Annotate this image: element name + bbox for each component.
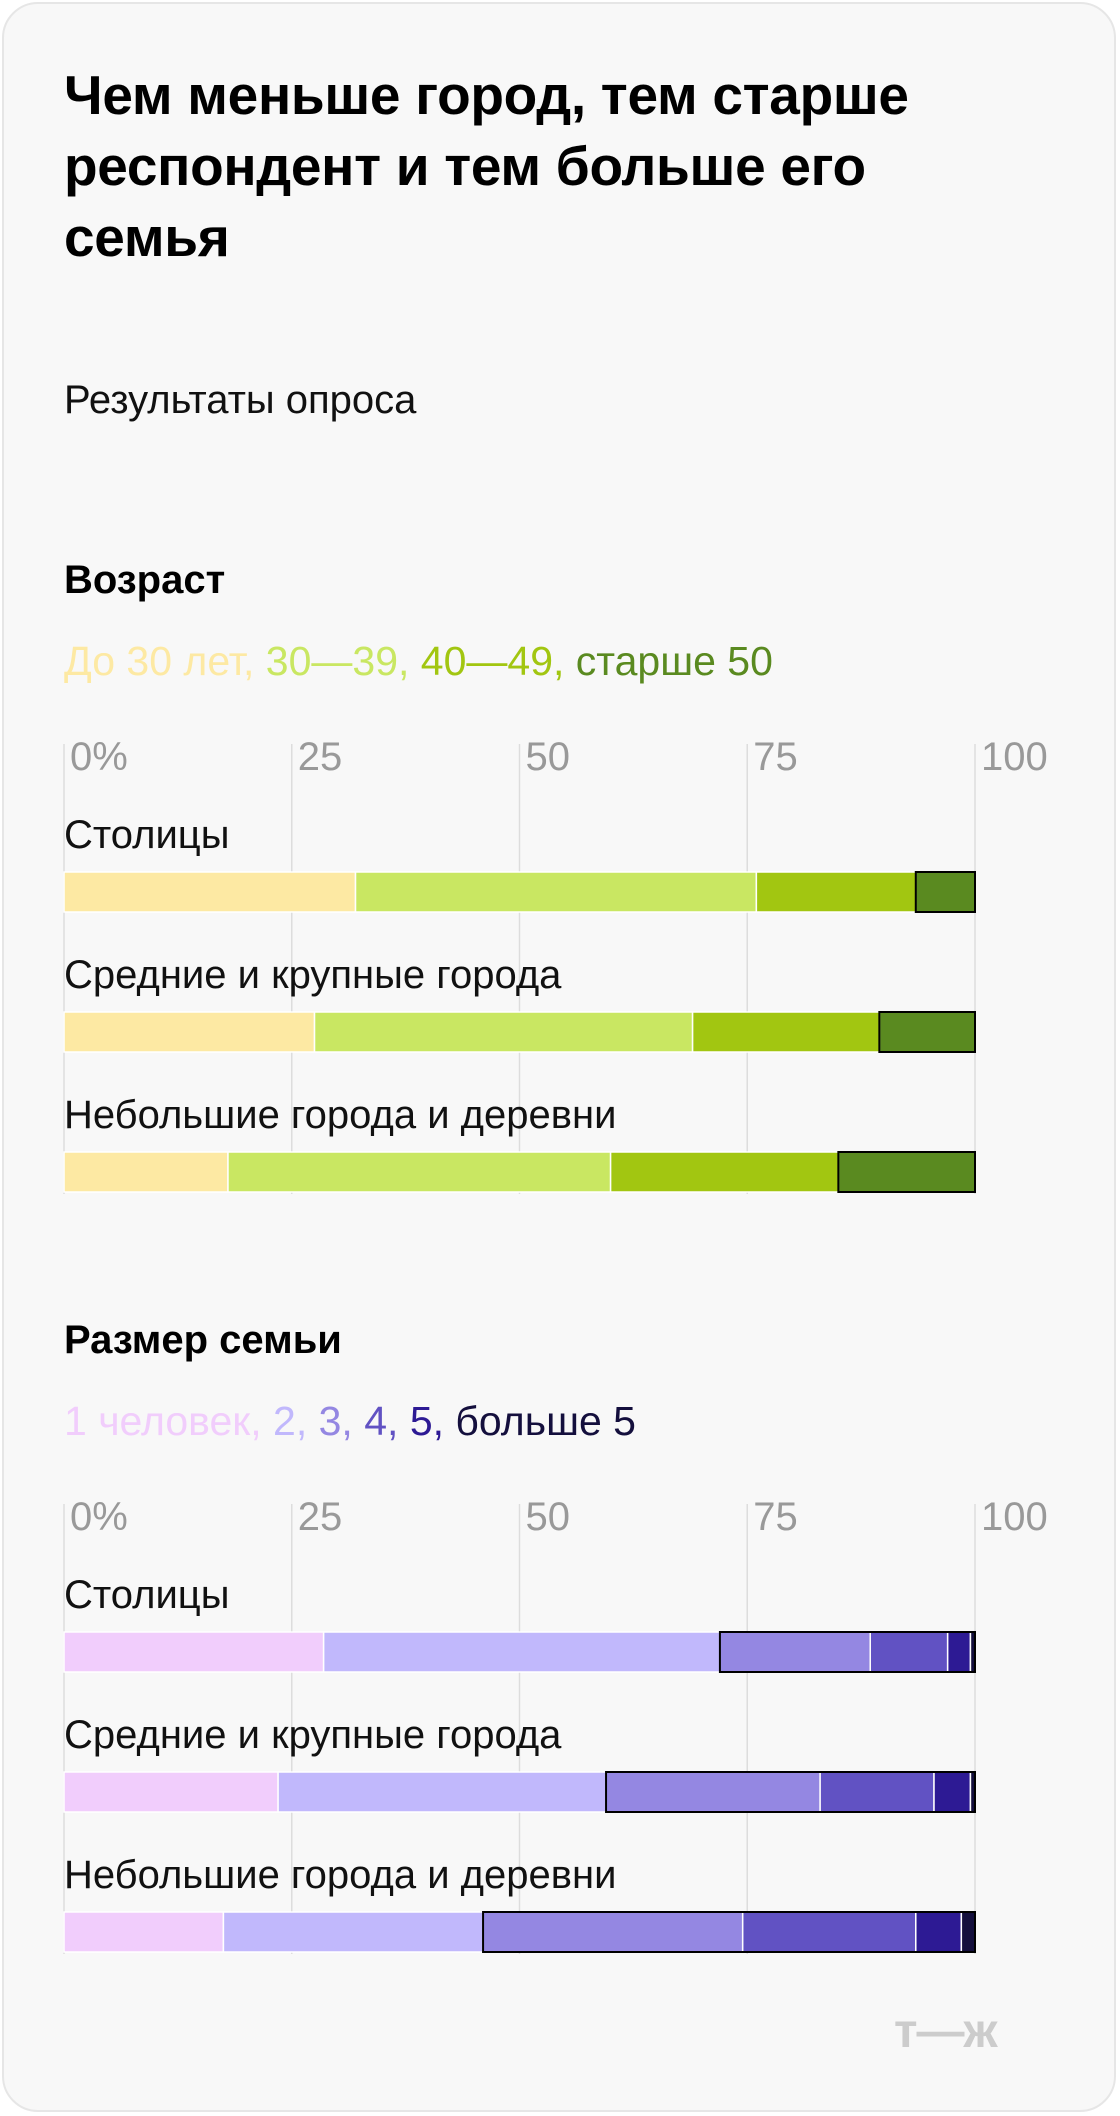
legend-age: До 30 лет, 30—39, 40—49, старше 50: [64, 636, 773, 686]
legend-item: До 30 лет,: [64, 638, 266, 684]
bar-segment: [227, 1151, 612, 1193]
bar-segment: [719, 1631, 871, 1673]
x-tick-label: 25: [298, 1495, 343, 1539]
bar-outline: [837, 1151, 976, 1193]
bar-segment: [63, 1911, 225, 1953]
bar-segment: [605, 1771, 821, 1813]
x-tick-label: 25: [298, 735, 343, 779]
x-tick-label: 50: [526, 735, 571, 779]
bar-segment: [222, 1911, 484, 1953]
legend-item: 4,: [364, 1398, 410, 1444]
page-subtitle: Результаты опроса: [64, 378, 417, 422]
x-tick-label: 50: [526, 1495, 571, 1539]
row-label: Столицы: [64, 813, 229, 857]
x-tick-label: 0%: [70, 1495, 128, 1539]
bar-segment: [63, 1011, 316, 1053]
bar-segment: [322, 1631, 721, 1673]
x-tick-label: 100: [981, 1495, 1048, 1539]
bar-outline: [605, 1771, 976, 1813]
row-label: Столицы: [64, 1573, 229, 1617]
row-label: Средние и крупные города: [64, 953, 562, 997]
bar-outline: [482, 1911, 976, 1953]
bar-segment: [819, 1771, 935, 1813]
x-tick-label: 75: [753, 735, 798, 779]
bar-segment: [63, 871, 357, 913]
legend-item: старше 50: [575, 638, 773, 684]
chart-age: 0% 25 50 75 100 Столицы Средние и крупные горо…: [63, 735, 1048, 1194]
bar-outline: [878, 1011, 976, 1053]
legend-item: 1 человек,: [64, 1398, 274, 1444]
bar-segment: [755, 871, 917, 913]
bar-segment: [609, 1151, 840, 1193]
page-title: Чем меньше город, тем старше респондент …: [64, 64, 909, 268]
bar-segment: [482, 1911, 744, 1953]
bar-segment: [313, 1011, 694, 1053]
legend-item: 3,: [318, 1398, 365, 1444]
legend-item: 5,: [409, 1398, 456, 1444]
bar-segment: [960, 1911, 976, 1953]
legend-item: 30—39,: [265, 638, 421, 684]
x-tick-label: 0%: [70, 735, 128, 779]
bar-segment: [354, 871, 758, 913]
bar-segment: [878, 1011, 976, 1053]
legend-item: 2,: [273, 1398, 319, 1444]
bar-outline: [718, 1631, 976, 1673]
bar-segment: [63, 1151, 229, 1193]
bar-segment: [915, 1911, 963, 1953]
section-title-family: Размер семьи: [64, 1318, 342, 1362]
bar-segment: [63, 1631, 325, 1673]
bar-segment: [869, 1631, 949, 1673]
tj-logo: т—ж: [894, 2005, 998, 2058]
legend-item: больше 5: [455, 1398, 636, 1444]
row-label: Небольшие города и деревни: [64, 1093, 616, 1137]
bar-segment: [741, 1911, 917, 1953]
bar-segment: [933, 1771, 972, 1813]
bar-segment: [946, 1631, 972, 1673]
bar-segment: [915, 871, 976, 913]
chart-family: 0% 25 50 75 100 Столицы Средние и крупные горо…: [63, 1495, 1048, 1954]
row-label: Средние и крупные города: [64, 1713, 562, 1757]
row-label: Небольшие города и деревни: [64, 1853, 616, 1897]
bar-outline: [914, 871, 976, 913]
bar-segment: [691, 1011, 881, 1053]
section-title-age: Возраст: [64, 558, 226, 602]
bar-segment: [277, 1771, 607, 1813]
legend-item: 40—49,: [420, 638, 576, 684]
legend-family: 1 человек, 2, 3, 4, 5, больше 5: [64, 1396, 636, 1446]
x-tick-label: 75: [753, 1495, 798, 1539]
bar-segment: [63, 1771, 279, 1813]
bar-segment: [837, 1151, 976, 1193]
x-tick-label: 100: [981, 735, 1048, 779]
